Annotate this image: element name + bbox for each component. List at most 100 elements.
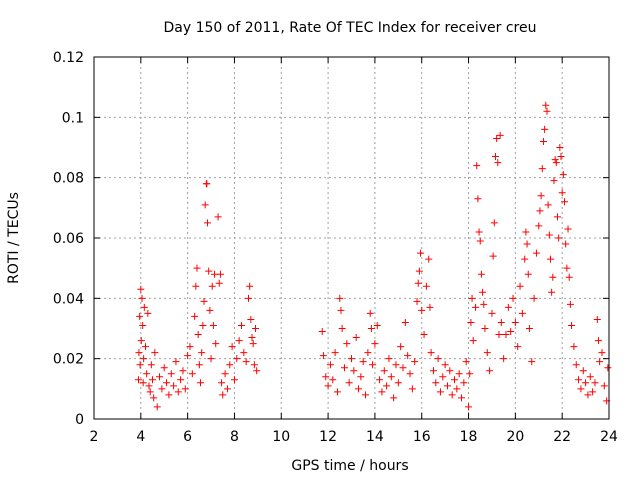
data-point bbox=[543, 107, 551, 115]
data-point bbox=[509, 294, 517, 302]
data-point bbox=[343, 340, 351, 348]
data-point bbox=[209, 321, 217, 329]
data-point bbox=[414, 279, 422, 287]
data-point bbox=[348, 355, 355, 363]
data-point bbox=[545, 231, 553, 239]
data-point bbox=[483, 349, 491, 357]
data-point bbox=[204, 219, 212, 227]
data-point bbox=[252, 325, 260, 332]
data-point bbox=[495, 331, 503, 339]
data-point bbox=[247, 315, 255, 323]
data-point bbox=[359, 358, 367, 366]
data-point bbox=[147, 361, 155, 369]
data-point bbox=[589, 388, 597, 396]
data-point bbox=[415, 267, 423, 275]
data-point bbox=[525, 325, 533, 332]
data-point bbox=[245, 294, 252, 302]
data-point bbox=[538, 165, 546, 173]
data-point bbox=[554, 213, 561, 221]
data-point bbox=[226, 361, 234, 369]
data-point bbox=[441, 361, 449, 369]
data-point bbox=[490, 219, 498, 227]
y-tick-label: 0.04 bbox=[53, 291, 84, 307]
data-point bbox=[468, 294, 476, 302]
data-point bbox=[566, 300, 574, 308]
x-tick-label: 18 bbox=[460, 429, 478, 445]
data-point bbox=[568, 321, 576, 329]
data-point bbox=[436, 388, 444, 396]
data-point bbox=[443, 382, 451, 390]
data-point bbox=[390, 394, 398, 402]
data-point bbox=[191, 312, 199, 320]
data-point bbox=[137, 337, 145, 345]
data-point bbox=[333, 388, 341, 396]
data-point bbox=[149, 376, 157, 384]
data-point bbox=[318, 328, 326, 336]
data-point bbox=[530, 294, 538, 302]
data-point bbox=[200, 297, 208, 305]
data-point bbox=[143, 370, 151, 378]
data-point bbox=[562, 240, 570, 248]
data-point bbox=[546, 255, 554, 263]
data-point bbox=[448, 391, 456, 399]
data-point bbox=[329, 376, 337, 384]
data-point bbox=[536, 207, 544, 215]
data-point bbox=[559, 171, 567, 179]
data-point bbox=[469, 337, 477, 345]
data-point bbox=[208, 282, 216, 290]
data-point bbox=[392, 361, 400, 369]
data-point bbox=[572, 361, 580, 369]
data-point bbox=[219, 391, 227, 399]
data-point bbox=[174, 388, 182, 396]
data-point bbox=[205, 267, 213, 275]
data-point bbox=[429, 367, 437, 375]
data-point bbox=[420, 331, 428, 339]
grid-lines bbox=[94, 57, 609, 419]
data-point bbox=[139, 379, 147, 387]
data-point bbox=[539, 137, 547, 145]
data-point bbox=[549, 273, 557, 281]
data-point bbox=[575, 376, 583, 384]
data-point bbox=[240, 349, 248, 357]
data-point bbox=[193, 264, 201, 272]
data-point bbox=[340, 364, 348, 372]
data-point bbox=[514, 343, 522, 351]
data-point bbox=[570, 343, 578, 351]
data-point bbox=[376, 376, 384, 384]
data-point bbox=[434, 355, 442, 363]
data-point bbox=[502, 331, 510, 339]
data-point bbox=[550, 177, 558, 185]
data-point bbox=[475, 228, 483, 236]
data-point bbox=[235, 337, 243, 345]
x-tick-label: 10 bbox=[272, 429, 290, 445]
data-point bbox=[387, 373, 395, 381]
data-point bbox=[604, 364, 612, 372]
data-point bbox=[558, 189, 566, 197]
data-point bbox=[246, 282, 254, 290]
data-point bbox=[179, 367, 187, 375]
data-point bbox=[591, 379, 599, 387]
data-point bbox=[462, 358, 470, 366]
data-point bbox=[472, 303, 480, 311]
data-point bbox=[188, 370, 196, 378]
data-point bbox=[411, 358, 419, 366]
data-point bbox=[465, 403, 473, 411]
data-point bbox=[137, 285, 145, 293]
data-point bbox=[212, 340, 220, 348]
data-point bbox=[511, 318, 519, 326]
data-point bbox=[223, 385, 231, 393]
data-point bbox=[504, 303, 512, 311]
data-point bbox=[181, 385, 189, 393]
data-point bbox=[140, 355, 148, 363]
data-point bbox=[324, 382, 332, 390]
data-point bbox=[446, 367, 454, 375]
data-point bbox=[425, 255, 433, 263]
x-tick-label: 12 bbox=[319, 429, 337, 445]
data-point bbox=[249, 340, 257, 348]
data-point bbox=[207, 355, 215, 363]
data-point bbox=[201, 201, 209, 209]
x-tick-label: 16 bbox=[413, 429, 431, 445]
data-point bbox=[521, 255, 529, 263]
